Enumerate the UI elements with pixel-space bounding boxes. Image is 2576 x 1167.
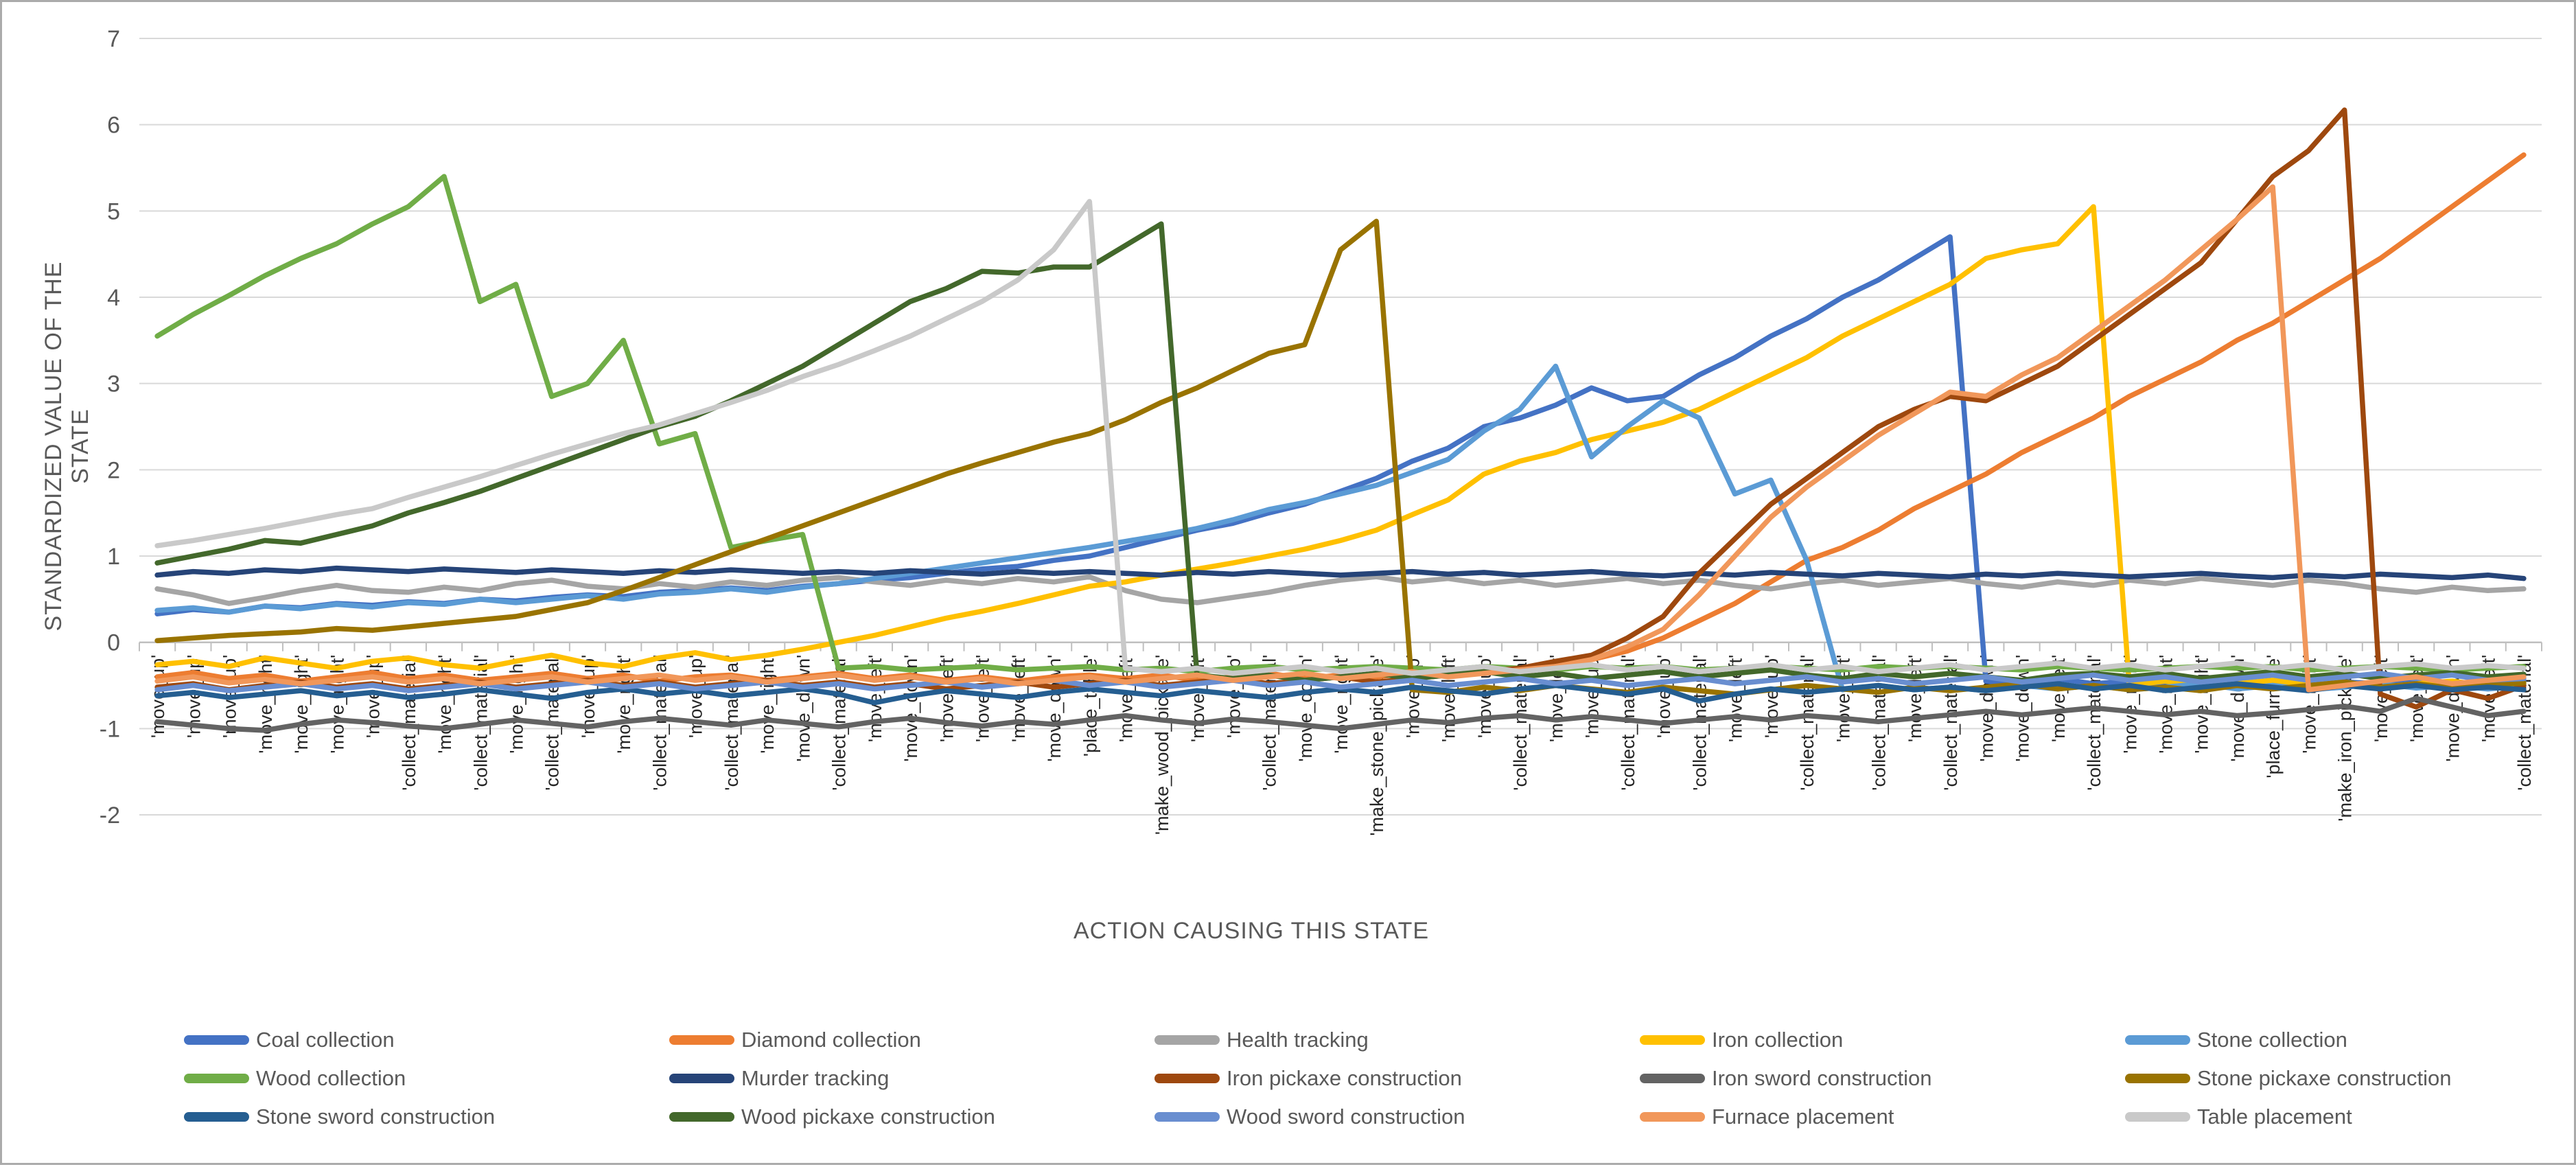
x-tick-label: 'move_right' (614, 655, 634, 754)
y-tick-label: 6 (107, 113, 120, 139)
x-tick-label: 'move_right' (327, 655, 347, 754)
series-line-health-tracking (154, 574, 2527, 606)
x-tick-label: 'move_right' (2192, 655, 2212, 754)
y-tick-label: 3 (107, 371, 120, 397)
legend-item-iron-sword-construction: Iron sword construction (1640, 1065, 1931, 1092)
x-tick-label: 'move_right' (291, 655, 312, 754)
y-tick-label: 2 (107, 457, 120, 483)
legend-item-diamond-collection: Diamond collection (669, 1026, 921, 1054)
legend-item-murder-tracking: Murder tracking (669, 1065, 889, 1092)
legend-label: Stone pickaxe construction (2197, 1066, 2452, 1090)
x-tick-label: 'move_down' (901, 655, 921, 762)
y-tick-label: -1 (100, 716, 120, 742)
legend-label: Table placement (2197, 1105, 2352, 1129)
y-tick-label: 7 (107, 26, 120, 52)
x-tick-label: 'move_right' (434, 655, 455, 754)
series-line-furnace-placement (154, 184, 2527, 693)
legend-item-coal-collection: Coal collection (184, 1026, 395, 1054)
series-line-wood-pickaxe-construction (154, 221, 2527, 683)
x-tick-label: 'move_down' (1044, 655, 1065, 762)
legend-swatch-icon (669, 1035, 734, 1045)
legend-item-stone-sword-construction: Stone sword construction (184, 1103, 495, 1131)
legend-item-iron-collection: Iron collection (1640, 1026, 1843, 1054)
series-line-stone-pickaxe-construction (154, 218, 2527, 697)
legend-label: Coal collection (256, 1028, 395, 1052)
legend-item-iron-pickaxe-construction: Iron pickaxe construction (1154, 1065, 1462, 1092)
legend-swatch-icon (1640, 1112, 1705, 1122)
series-line-iron-sword-construction (154, 695, 2527, 733)
x-tick-label: 'move_down' (793, 655, 813, 762)
legend-item-stone-pickaxe-construction: Stone pickaxe construction (2125, 1065, 2452, 1092)
legend-label: Stone sword construction (256, 1105, 496, 1129)
series-line-murder-tracking (154, 565, 2527, 581)
legend-label: Wood collection (256, 1066, 406, 1090)
x-tick-label: 'move_right' (757, 655, 778, 754)
legend-item-wood-sword-construction: Wood sword construction (1154, 1103, 1465, 1131)
legend-item-wood-collection: Wood collection (184, 1065, 406, 1092)
legend-swatch-icon (1154, 1112, 1220, 1122)
series-line-wood-sword-construction (154, 671, 2527, 693)
legend-label: Iron pickaxe construction (1227, 1066, 1462, 1090)
legend-label: Murder tracking (741, 1066, 890, 1090)
legend-swatch-icon (1640, 1074, 1705, 1083)
legend-item-health-tracking: Health tracking (1154, 1026, 1369, 1054)
x-tick-label: 'move_right' (507, 655, 527, 754)
y-tick-label: 0 (107, 630, 120, 656)
legend-swatch-icon (1640, 1035, 1705, 1045)
legend-swatch-icon (184, 1112, 249, 1122)
x-tick-label: 'move_right' (255, 655, 276, 754)
legend-swatch-icon (2125, 1035, 2190, 1045)
legend-swatch-icon (1154, 1074, 1220, 1083)
x-tick-label: 'move_up' (686, 655, 706, 738)
x-tick-label: 'move_down' (2012, 655, 2033, 762)
y-tick-label: 1 (107, 544, 120, 570)
legend-item-table-placement: Table placement (2125, 1103, 2352, 1131)
legend-label: Health tracking (1227, 1028, 1369, 1052)
legend-label: Iron collection (1712, 1028, 1844, 1052)
legend-label: Iron sword construction (1712, 1066, 1932, 1090)
legend-label: Furnace placement (1712, 1105, 1894, 1129)
x-tick-label: 'place_table' (1080, 655, 1100, 756)
legend-item-furnace-placement: Furnace placement (1640, 1103, 1894, 1131)
x-axis-title: ACTION CAUSING THIS STATE (1073, 918, 1430, 944)
legend-swatch-icon (184, 1074, 249, 1083)
legend-item-wood-pickaxe-construction: Wood pickaxe construction (669, 1103, 995, 1131)
series-line-wood-collection (154, 174, 2527, 675)
legend-label: Diamond collection (741, 1028, 921, 1052)
y-axis-title: STANDARDIZED VALUE OF THE STATE (40, 261, 93, 632)
y-tick-label: 4 (107, 285, 120, 311)
legend-swatch-icon (2125, 1112, 2190, 1122)
legend-label: Wood pickaxe construction (741, 1105, 995, 1129)
y-tick-label: 5 (107, 198, 120, 224)
legend-swatch-icon (1154, 1035, 1220, 1045)
legend-label: Wood sword construction (1227, 1105, 1465, 1129)
series-line-table-placement (154, 198, 2527, 676)
legend-swatch-icon (184, 1035, 249, 1045)
legend-swatch-icon (2125, 1074, 2190, 1083)
legend-swatch-icon (669, 1112, 734, 1122)
legend-swatch-icon (669, 1074, 734, 1083)
y-tick-label: -2 (100, 802, 120, 829)
legend-label: Stone collection (2197, 1028, 2347, 1052)
legend-item-stone-collection: Stone collection (2125, 1026, 2347, 1054)
